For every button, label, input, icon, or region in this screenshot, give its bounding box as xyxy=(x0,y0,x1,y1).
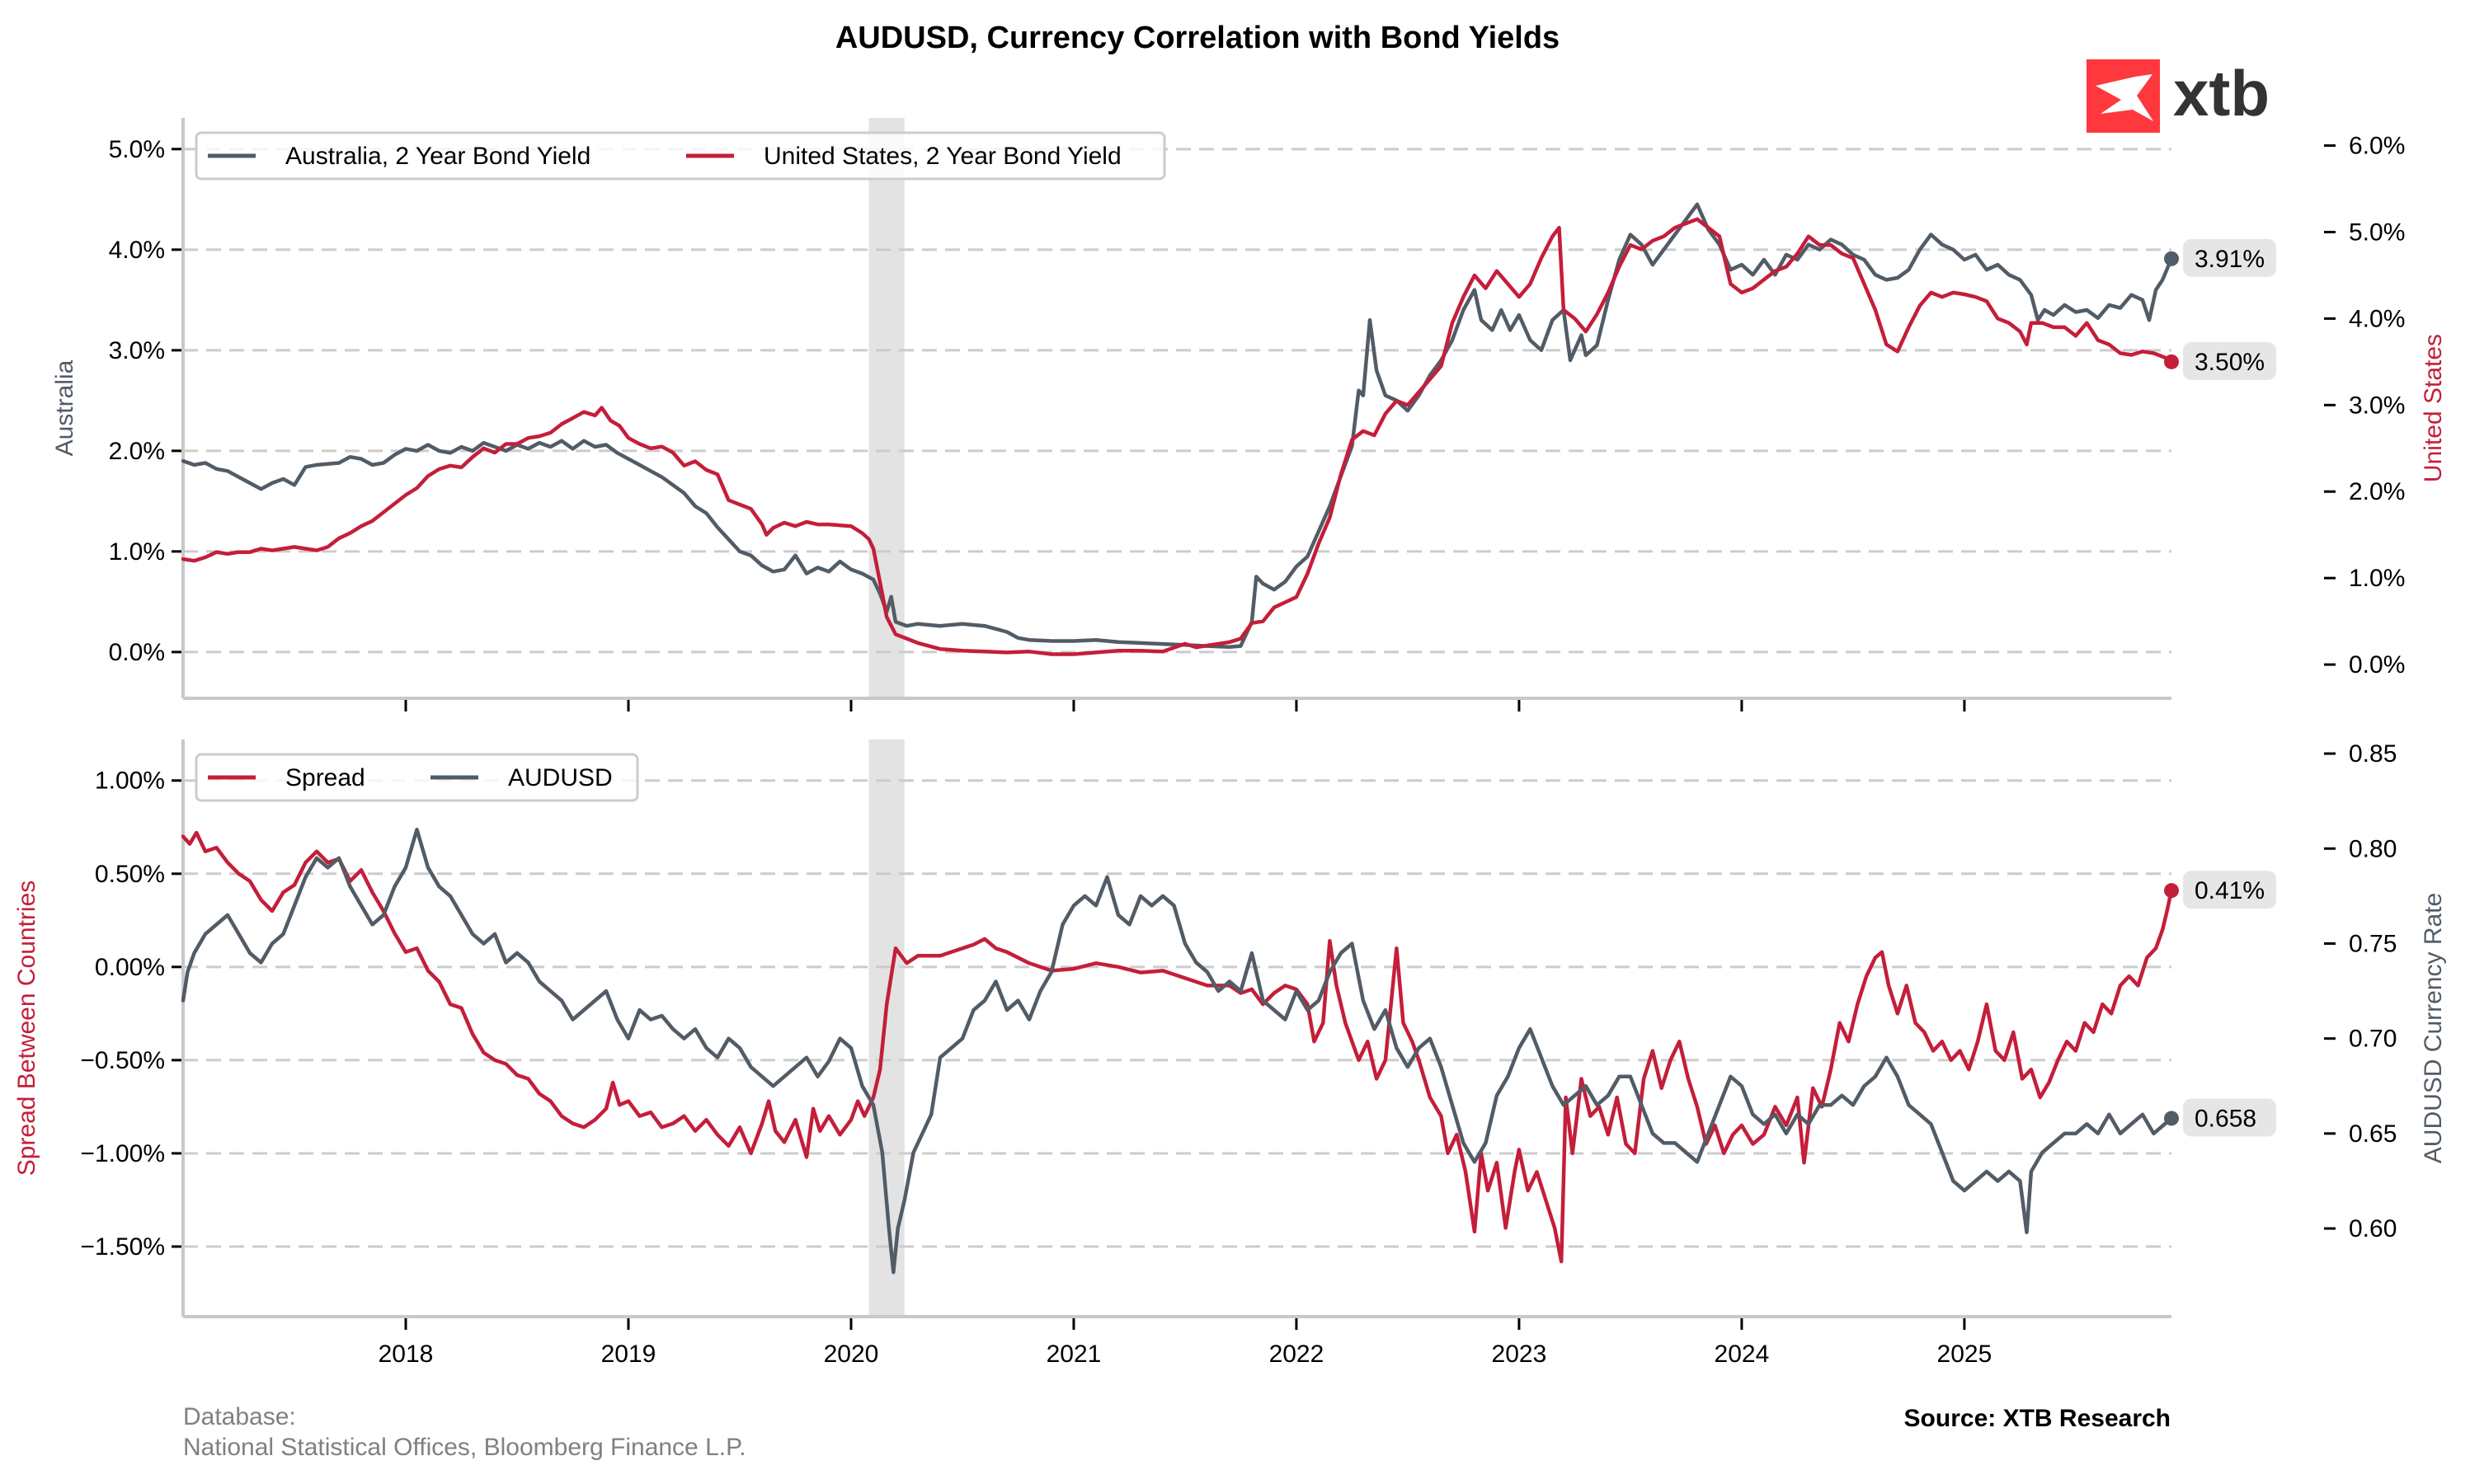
left-tick-label: 1.0% xyxy=(109,538,165,566)
right-tick-label: 0.65 xyxy=(2349,1120,2397,1148)
x-tick-label: 2020 xyxy=(824,1341,879,1368)
x-tick-label: 2023 xyxy=(1492,1341,1547,1368)
right-tick-label: 5.0% xyxy=(2349,218,2405,246)
legend-label: Spread xyxy=(285,764,365,791)
panel-bond-yields: 0.0% 1.0% 2.0% 3.0% 4.0% 5.0% 0.0% 1.0% 2.0% 3.0%… xyxy=(51,118,2447,700)
right-tick-label: 0.85 xyxy=(2349,740,2397,768)
legend: Spread AUDUSD xyxy=(195,753,639,802)
series-end-marker xyxy=(2164,354,2179,369)
x-tick-label: 2021 xyxy=(1047,1341,1102,1368)
left-axis-label: Australia xyxy=(51,359,78,456)
left-tick-label: −1.00% xyxy=(80,1140,165,1167)
right-tick-label: 6.0% xyxy=(2349,133,2405,160)
x-tick-label: 2022 xyxy=(1269,1341,1324,1368)
series-end-marker xyxy=(2164,883,2179,899)
shaded-region-covid xyxy=(868,118,905,698)
right-tick-label: 0.75 xyxy=(2349,930,2397,957)
legend: Australia, 2 Year Bond Yield United State… xyxy=(195,131,1166,181)
legend-label: Australia, 2 Year Bond Yield xyxy=(285,143,590,170)
end-value-label: 3.50% xyxy=(2195,349,2265,376)
left-tick-label: 4.0% xyxy=(109,237,165,264)
left-tick-label: 3.0% xyxy=(109,337,165,364)
right-axis-label: AUDUSD Currency Rate xyxy=(2420,893,2447,1163)
left-tick-label: 5.0% xyxy=(109,136,165,163)
left-tick-label: −0.50% xyxy=(80,1047,165,1074)
left-tick-label: 2.0% xyxy=(109,438,165,465)
series-line-audusd xyxy=(181,827,2174,1275)
end-value-badge xyxy=(2183,238,2276,277)
left-tick-label: 0.50% xyxy=(95,861,165,888)
left-tick-label: −1.50% xyxy=(80,1233,165,1261)
right-tick-label: 0.70 xyxy=(2349,1026,2397,1053)
footer-source: Source: XTB Research xyxy=(1904,1405,2171,1432)
footer-database-sources: National Statistical Offices, Bloomberg … xyxy=(183,1434,746,1461)
right-tick-label: 0.80 xyxy=(2349,835,2397,862)
panel-spread-audusd: −1.50% −1.00% −0.50% 0.00% 0.50% 1.00% 0.60 0.6… xyxy=(13,740,2447,1318)
right-tick-label: 2.0% xyxy=(2349,478,2405,505)
xtb-x-icon xyxy=(2096,74,2153,121)
end-value-label: 0.658 xyxy=(2195,1105,2256,1132)
series-end-marker xyxy=(2164,251,2179,266)
left-axis-label: Spread Between Countries xyxy=(13,881,40,1176)
x-axis: 2018 2019 2020 2021 2022 2023 2024 2025 xyxy=(379,700,1992,1368)
right-tick-label: 0.60 xyxy=(2349,1215,2397,1242)
end-value-badge xyxy=(2183,871,2276,909)
legend-label: United States, 2 Year Bond Yield xyxy=(764,143,1122,170)
legend-box xyxy=(195,131,1166,181)
x-tick-label: 2025 xyxy=(1937,1341,1992,1368)
legend-box xyxy=(195,753,639,802)
right-tick-label: 4.0% xyxy=(2349,305,2405,332)
x-tick-label: 2019 xyxy=(601,1341,656,1368)
left-tick-label: 1.00% xyxy=(95,768,165,795)
right-tick-label: 0.0% xyxy=(2349,651,2405,679)
right-tick-label: 3.0% xyxy=(2349,392,2405,419)
end-value-label: 3.91% xyxy=(2195,246,2265,273)
chart-title: AUDUSD, Currency Correlation with Bond Y… xyxy=(835,21,1560,55)
right-axis-label: United States xyxy=(2420,334,2447,482)
series-end-marker xyxy=(2164,1111,2179,1126)
xtb-logo: xtb xyxy=(2087,57,2270,133)
legend-label: AUDUSD xyxy=(508,764,613,791)
xtb-logo-text: xtb xyxy=(2173,57,2270,129)
right-tick-label: 1.0% xyxy=(2349,565,2405,592)
left-tick-label: 0.0% xyxy=(109,639,165,666)
footer-database-label: Database: xyxy=(183,1403,296,1430)
x-tick-label: 2024 xyxy=(1715,1341,1770,1368)
series-line-united-states-2-year-bond-yield xyxy=(181,217,2174,656)
end-value-badge xyxy=(2183,1098,2276,1137)
left-tick-label: 0.00% xyxy=(95,954,165,981)
x-tick-label: 2018 xyxy=(379,1341,434,1368)
end-value-label: 0.41% xyxy=(2195,877,2265,904)
end-value-badge xyxy=(2183,341,2276,380)
